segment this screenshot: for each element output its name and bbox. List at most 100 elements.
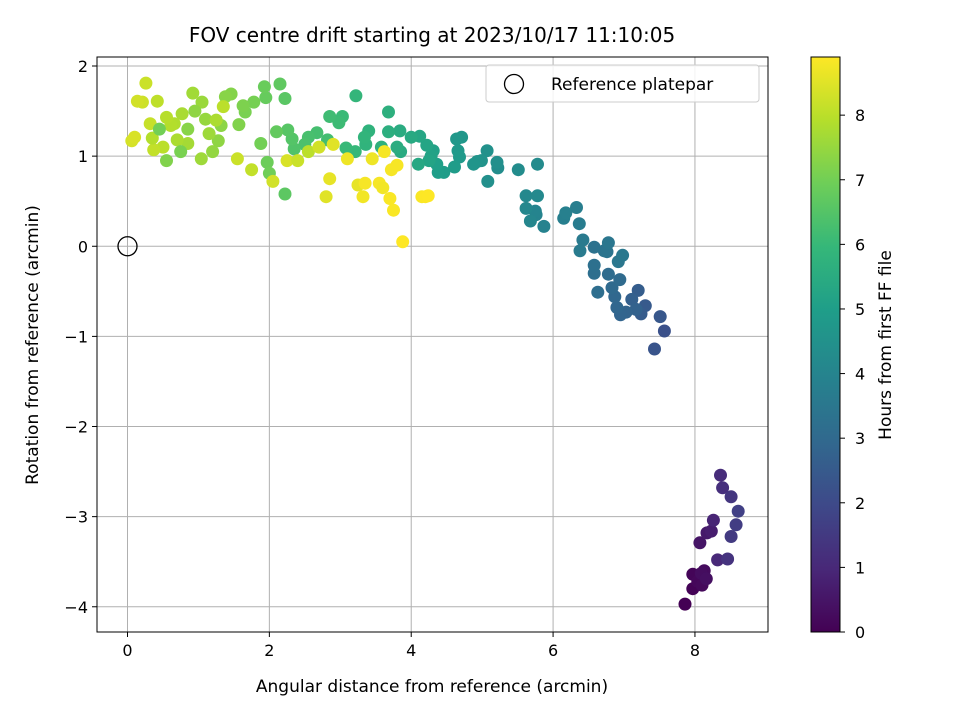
data-point — [453, 150, 466, 164]
data-point — [605, 281, 619, 295]
data-points — [125, 76, 745, 611]
data-point — [202, 127, 216, 141]
data-point — [245, 163, 259, 177]
data-point — [490, 155, 504, 169]
data-point — [387, 203, 400, 217]
data-point — [448, 160, 461, 174]
data-point — [312, 140, 326, 154]
data-point — [357, 130, 371, 144]
chart-title: FOV centre drift starting at 2023/10/17 … — [189, 23, 675, 47]
data-point — [236, 99, 250, 113]
colorbar-tick-label: 5 — [855, 300, 865, 319]
y-tick-label: 1 — [78, 147, 88, 166]
data-point — [422, 154, 436, 168]
data-point — [481, 174, 495, 188]
data-point — [340, 152, 354, 166]
y-tick-label: −1 — [64, 327, 88, 346]
data-point — [699, 572, 713, 586]
data-point — [194, 152, 208, 166]
data-point — [332, 116, 346, 130]
data-point — [601, 267, 615, 281]
colorbar-tick-label: 8 — [855, 106, 865, 125]
y-tick-label: −3 — [64, 508, 88, 527]
data-point — [326, 137, 340, 151]
data-point — [616, 248, 630, 262]
data-point — [319, 190, 333, 204]
legend-open-circle-icon — [503, 73, 525, 95]
data-point — [706, 513, 720, 527]
x-axis-ticks: 0 2 4 6 8 — [122, 632, 700, 660]
colorbar-tick-label: 4 — [855, 365, 865, 384]
data-point — [610, 301, 624, 314]
y-tick-label: 2 — [78, 57, 88, 76]
legend-label: Reference platepar — [551, 75, 713, 95]
y-tick-label: −4 — [64, 598, 88, 617]
data-point — [181, 122, 195, 136]
data-point — [511, 163, 525, 177]
data-point — [349, 89, 363, 103]
data-point — [721, 552, 735, 566]
data-point — [273, 77, 287, 91]
data-point — [170, 133, 184, 147]
reference-platepar-point — [117, 236, 138, 257]
data-point — [209, 113, 223, 127]
data-point — [570, 201, 583, 214]
colorbar: 0 1 2 3 4 5 6 7 8 Hours from first FF file — [810, 56, 896, 642]
data-point — [175, 107, 189, 121]
data-point — [257, 80, 271, 94]
data-point — [128, 130, 142, 144]
data-point — [218, 90, 232, 104]
data-point — [186, 86, 200, 100]
x-tick-label: 2 — [264, 641, 274, 660]
data-point — [519, 201, 533, 215]
plot-frame — [96, 56, 769, 633]
data-point — [450, 132, 464, 146]
data-point — [323, 172, 337, 186]
data-point — [629, 302, 643, 316]
data-point — [232, 118, 246, 132]
data-point — [266, 174, 280, 188]
data-point — [467, 157, 481, 171]
data-point — [174, 145, 188, 159]
data-point — [160, 154, 173, 168]
data-point — [254, 137, 268, 150]
data-point — [711, 553, 725, 567]
data-point — [270, 125, 283, 139]
data-point — [206, 145, 220, 159]
data-point — [211, 134, 225, 148]
data-point — [281, 123, 295, 137]
y-axis-label: Rotation from reference (arcmin) — [23, 205, 43, 485]
colorbar-tick-label: 2 — [855, 494, 865, 513]
data-point — [531, 189, 544, 203]
data-point — [523, 214, 537, 228]
data-point — [724, 490, 738, 504]
data-point — [356, 190, 370, 204]
grid-lines — [97, 57, 768, 632]
data-point — [716, 481, 730, 495]
x-tick-label: 6 — [548, 641, 558, 660]
x-tick-label: 8 — [690, 641, 700, 660]
data-point — [376, 181, 390, 195]
data-point — [531, 157, 544, 171]
data-point — [259, 91, 273, 105]
data-point — [160, 110, 173, 124]
data-point — [382, 105, 395, 119]
data-point — [130, 94, 144, 108]
reference-marker — [117, 236, 138, 257]
colorbar-tick-label: 7 — [855, 171, 865, 190]
data-point — [278, 92, 292, 105]
colorbar-label: Hours from first FF file — [876, 250, 896, 440]
colorbar-tick-label: 0 — [855, 623, 865, 642]
y-axis-ticks: 2 1 0 −1 −2 −3 −4 — [64, 57, 97, 617]
data-point — [693, 536, 707, 550]
data-point — [729, 518, 743, 532]
data-point — [383, 192, 397, 205]
data-point — [323, 110, 337, 123]
data-point — [188, 104, 202, 118]
data-point — [631, 283, 645, 297]
data-point — [591, 285, 605, 299]
data-point — [150, 94, 164, 108]
data-point — [147, 143, 161, 157]
data-point — [396, 235, 410, 249]
